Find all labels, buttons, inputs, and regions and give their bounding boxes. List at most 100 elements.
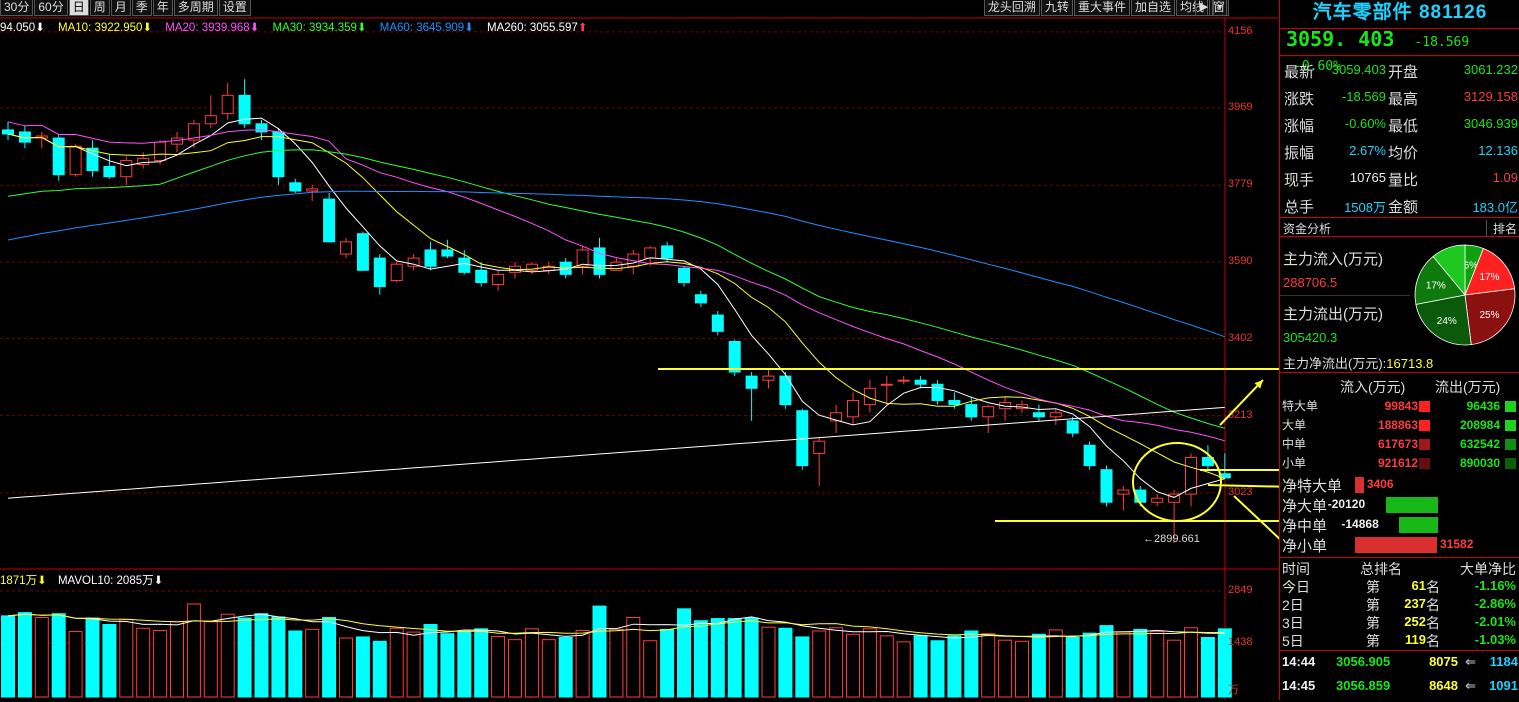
volume-bar [305,628,320,698]
flow-out-value: 96436 [1466,399,1500,413]
net-bar [1385,497,1438,513]
rank-number: 252 [1404,614,1426,629]
pie-slice-label: 17% [1479,272,1499,283]
quote-value: 3129.158 [1463,89,1518,104]
volume-bar [879,635,894,698]
volume-bar [710,618,725,698]
flow-out-swatch [1505,420,1516,431]
candle-body [593,247,606,275]
rank-period: 今日 [1282,579,1310,595]
tick-price: 3056.905 [1336,654,1391,669]
volume-bar [1082,632,1097,698]
main-outflow-block: 主力流出(万元) 305420.3 [1280,303,1410,345]
tab-capital-analysis[interactable]: 资金分析 [1283,222,1332,236]
quote-label: 总手 [1284,199,1315,216]
period-button-8[interactable]: 设置 [218,0,251,16]
ma10-value: MA10: 3922.950 [58,22,143,34]
quote-panel: 汽车零部件 881126 3059. 403 -18.569 -0.60% 最新… [1279,0,1519,700]
quote-value: -0.60% [1344,116,1386,131]
quote-row: 总手 1508万 金额 183.0亿 [1280,192,1519,219]
volume-bar [744,617,759,698]
candle-body [255,123,268,133]
net-outflow-value: 16713.8 [1386,356,1434,371]
quote-label: 涨跌 [1284,91,1315,108]
volume-bar [355,636,370,698]
period-button-7[interactable]: 多周期 [173,0,218,16]
low-price-value: 2899.661 [1154,533,1200,545]
candle-body [525,263,538,271]
period-button-1[interactable]: 60分 [34,0,68,16]
rank-period: 2日 [1282,597,1304,613]
candle-body [204,115,217,125]
volume-bar [947,635,962,698]
candle-body [1201,456,1214,467]
volume-bar [1031,633,1046,698]
flow-out-swatch [1505,458,1516,469]
quote-row: 涨幅 -0.60% 最低 3046.939 [1280,111,1519,138]
quote-label: 涨幅 [1284,118,1315,135]
volume-bar [1048,629,1063,698]
flow-in-value: 921612 [1377,456,1418,470]
tool-button-4[interactable]: 均线 [1175,0,1208,16]
volume-bar [643,640,658,698]
kline-chart[interactable] [0,0,1278,700]
tool-button-3[interactable]: 加自选 [1130,0,1175,16]
tab-ranking[interactable]: 排名 [1485,220,1517,237]
vol-value: 1871万 [0,575,38,587]
price-tick-label: 3779 [1228,178,1253,191]
flow-out-value: 890030 [1459,456,1500,470]
candle-body [931,383,944,402]
net-row: 净小单 31582 [1280,535,1519,555]
rank-head-ratio: 大单净比 [1460,561,1516,577]
net-outflow-line: 主力净流出(万元):16713.8 [1283,353,1433,372]
down-arrow-icon: ⬇ [464,22,474,34]
volume-bar [1116,631,1131,698]
capital-pie-chart: 6%17%25%24%17% [1414,244,1516,346]
rank-number: 119 [1405,632,1426,647]
low-price-marker: ←2899.661 [1143,533,1200,545]
volume-bar [677,608,691,698]
period-button-5[interactable]: 季 [131,0,152,16]
volume-bar [339,637,353,698]
period-button-3[interactable]: 周 [89,0,110,16]
period-toolbar: 30分 60分日周月季年多周期 设置 [0,0,252,17]
net-label: 净中单 [1282,518,1328,535]
candle-body [492,273,505,286]
ma10-line [7,133,1225,480]
volume-bar [846,633,860,698]
scroll-arrow-icon[interactable]: ▾ [1213,0,1227,16]
flow-label: 特大单 [1282,399,1319,413]
candle-body [407,257,420,267]
current-price-block: 3059. 403 -18.569 -0.60% [1286,27,1519,74]
period-button-2[interactable]: 日 [68,0,89,16]
volume-bar [237,617,252,698]
period-button-6[interactable]: 年 [152,0,173,16]
kline-chart-area[interactable]: 30分 60分日周月季年多周期 设置 龙头回溯 九转 重大事件 加自选 均线窗 ▶ ▾ 94… [0,0,1278,700]
net-label: 净特大单 [1282,478,1343,495]
volume-bar [102,624,117,698]
tool-button-2[interactable]: 重大事件 [1073,0,1130,16]
candle-body [1032,412,1045,418]
candle-body [323,198,336,243]
volume-bar [406,631,421,698]
flow-in-value: 617673 [1377,437,1418,451]
volume-bar [508,639,522,698]
period-button-4[interactable]: 月 [110,0,131,16]
flow-head-out: 流出(万元) [1435,379,1501,395]
candle-body [238,94,251,125]
volume-bar [524,628,539,698]
period-button-0[interactable]: 30分 [0,0,34,16]
pin-icon[interactable]: ▶ [1195,0,1213,16]
quote-row: 最新 3059.403 开盘 3061.232 [1280,57,1519,84]
rank-prefix: 第 [1366,615,1380,631]
volume-bar [1099,625,1114,698]
tool-button-1[interactable]: 九转 [1040,0,1073,16]
rank-prefix: 第 [1366,633,1380,649]
quote-value: 1508万 [1344,200,1386,215]
quote-row: 振幅 2.67% 均价 12.136 [1280,138,1519,165]
price-tick-label: 3023 [1228,485,1253,498]
volume-bar [254,613,269,698]
tool-button-0[interactable]: 龙头回溯 [983,0,1040,16]
quote-label: 均价 [1388,145,1419,162]
flow-in-swatch [1419,458,1430,469]
